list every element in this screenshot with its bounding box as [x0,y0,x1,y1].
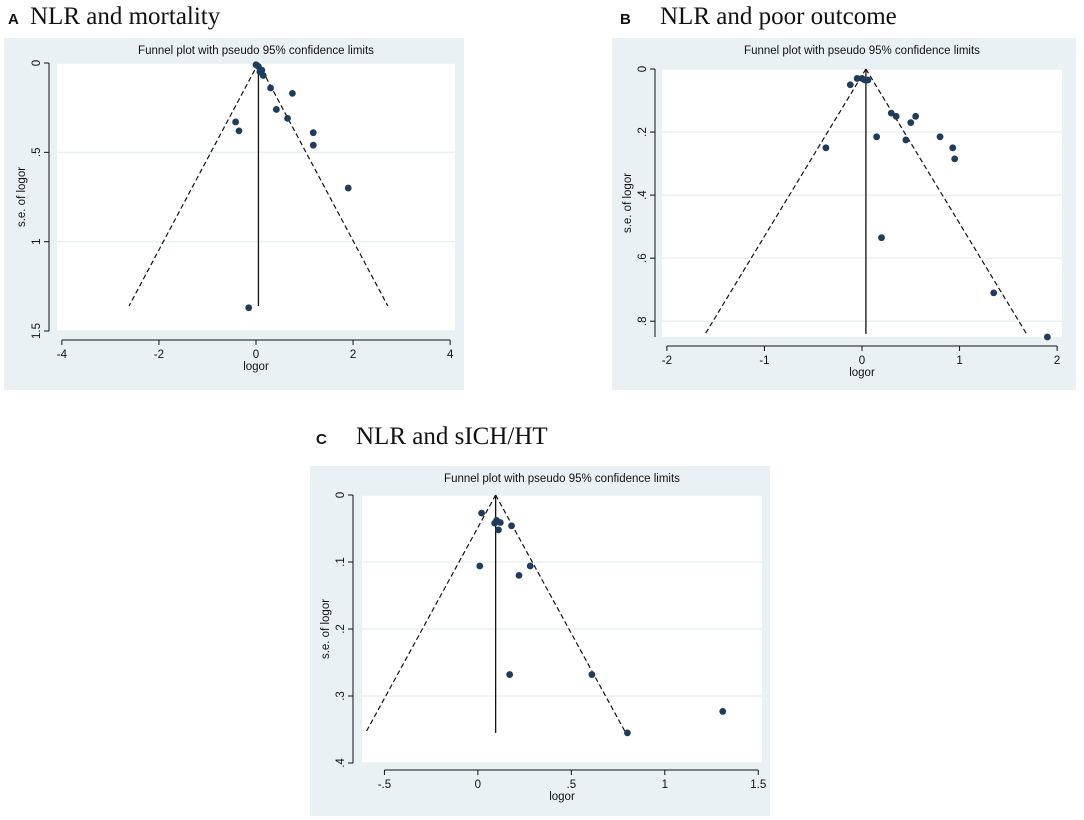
study-point [476,562,484,570]
study-point [267,84,274,92]
y-tick-label: .8 [637,316,649,326]
ci-upper-line [257,62,389,307]
study-point [864,76,872,84]
funnel-panel-c: C NLR and sICH/HT Funnel plot with pseudo … [310,423,770,816]
x-tick-label: .5 [567,779,577,791]
study-point [508,522,515,530]
x-tick-label: 2 [350,349,356,361]
study-point [936,133,944,141]
ci-upper-line [495,494,627,734]
x-axis-label: logor [243,361,269,373]
y-tick-label: .2 [335,624,347,634]
study-point [887,109,895,117]
chart-title: Funnel plot with pseudo 95% confidence l… [444,473,680,485]
y-tick-label: .5 [31,148,43,158]
study-point [232,118,240,126]
y-tick-label: .1 [335,557,347,567]
x-tick-label: 1 [956,355,962,367]
study-point [309,141,317,149]
y-axis-label: s.e. of logor [16,167,28,227]
panel-title: NLR and mortality [30,3,221,30]
study-point [907,119,915,126]
study-point [289,89,296,97]
x-tick-label: -1 [759,355,769,367]
study-point [515,572,523,579]
study-point [949,144,957,152]
study-point [259,72,267,79]
study-point [892,112,900,120]
study-point [284,114,291,122]
study-point [902,136,910,144]
ci-lower-line [704,68,867,335]
study-point [853,75,861,82]
y-tick-label: .2 [637,127,649,137]
study-point [478,509,486,517]
study-point [822,144,830,152]
study-point [873,133,881,141]
x-tick-label: 2 [1054,355,1060,367]
ci-lower-line [128,62,259,307]
x-tick-label: -2 [154,349,164,361]
study-point [588,671,596,678]
x-tick-label: 0 [253,349,259,361]
x-tick-label: -2 [662,355,672,367]
funnel-panel-b: B NLR and poor outcome Funnel plot with ps… [612,3,1076,390]
study-point [496,519,504,526]
x-tick-label: -.5 [378,779,391,791]
panel-letter: B [620,11,631,28]
y-tick-label: .6 [637,253,649,263]
study-point [309,129,317,137]
study-point [878,234,885,242]
plot-area [662,69,1062,337]
chart-title: Funnel plot with pseudo 95% confidence l… [138,45,374,57]
y-tick-label: 0 [637,66,649,72]
funnel-panel-a: A NLR and mortality Funnel plot with pseud… [4,3,464,390]
study-point [272,106,280,113]
y-axis-label: s.e. of logor [622,173,634,233]
panel-letter: C [316,431,327,448]
y-axis-label: s.e. of logor [320,599,332,659]
y-tick-label: 0 [335,492,347,498]
y-tick-label: .3 [335,691,347,701]
x-tick-label: -4 [57,349,68,361]
study-point [245,304,253,312]
plot-area [57,63,455,331]
x-tick-label: 1.5 [750,779,766,791]
x-tick-label: 1 [662,779,668,791]
x-axis-label: logor [549,791,575,803]
study-point [624,729,631,737]
study-point [912,112,920,120]
study-point [235,127,243,135]
x-tick-label: 0 [475,779,481,791]
x-tick-label: 0 [859,355,865,367]
study-point [951,155,959,163]
study-point [344,184,352,192]
study-point [526,562,534,570]
study-point [846,81,854,89]
ci-lower-line [365,494,497,734]
y-tick-label: 1.5 [31,323,43,339]
study-point [506,671,514,678]
chart-title: Funnel plot with pseudo 95% confidence l… [744,45,980,57]
panel-letter: A [8,11,19,28]
study-point [1043,333,1051,341]
study-point [719,708,727,715]
y-tick-label: .4 [335,758,347,768]
study-point [495,526,502,534]
x-axis-label: logor [849,367,875,379]
panel-title: NLR and sICH/HT [356,423,548,450]
study-point [990,289,998,297]
y-tick-label: 1 [31,238,43,244]
panel-title: NLR and poor outcome [660,3,897,30]
x-tick-label: 4 [447,349,454,361]
y-tick-label: 0 [31,60,43,66]
y-tick-label: .4 [637,190,649,200]
